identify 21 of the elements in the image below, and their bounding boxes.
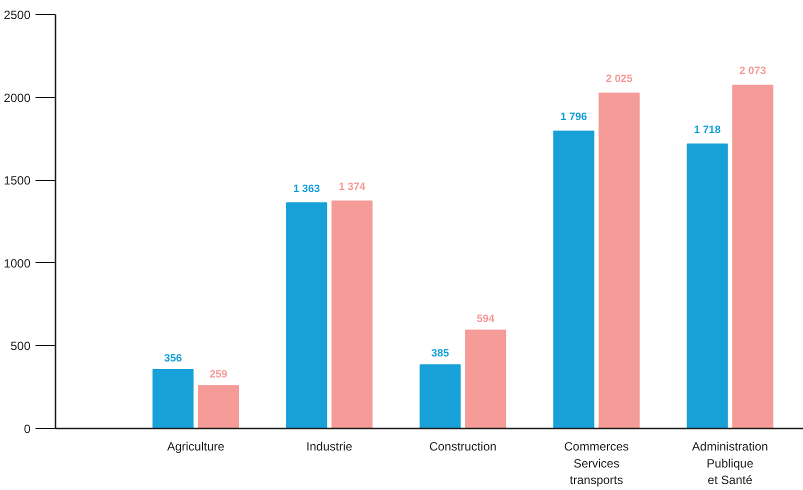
data-label: 385 [431,348,450,360]
data-label: 259 [210,368,228,381]
data-label: 1 363 [293,182,320,195]
data-label: 1 796 [560,111,588,124]
x-tick-label: Commerces Services transports [564,440,629,488]
y-tick-label: 2500 [4,8,31,22]
y-tick-label: 1000 [4,256,31,270]
data-label: 1 718 [694,124,721,136]
data-label: 1 374 [338,180,366,193]
x-tick-label: Construction [429,440,497,454]
y-tick-label: 0 [24,422,31,436]
y-tick-label: 1500 [4,174,31,188]
y-tick-label: 500 [10,339,31,354]
data-label: 356 [164,352,182,365]
x-tick-label: Agriculture [167,440,225,454]
data-label: 2 073 [739,65,766,78]
data-label: 594 [476,313,495,326]
y-tick-label: 2000 [4,90,31,105]
x-tick-label: Industrie [306,440,353,454]
data-label: 2 025 [606,73,633,86]
x-tick-label: Administration Publique et Santé [692,440,768,488]
